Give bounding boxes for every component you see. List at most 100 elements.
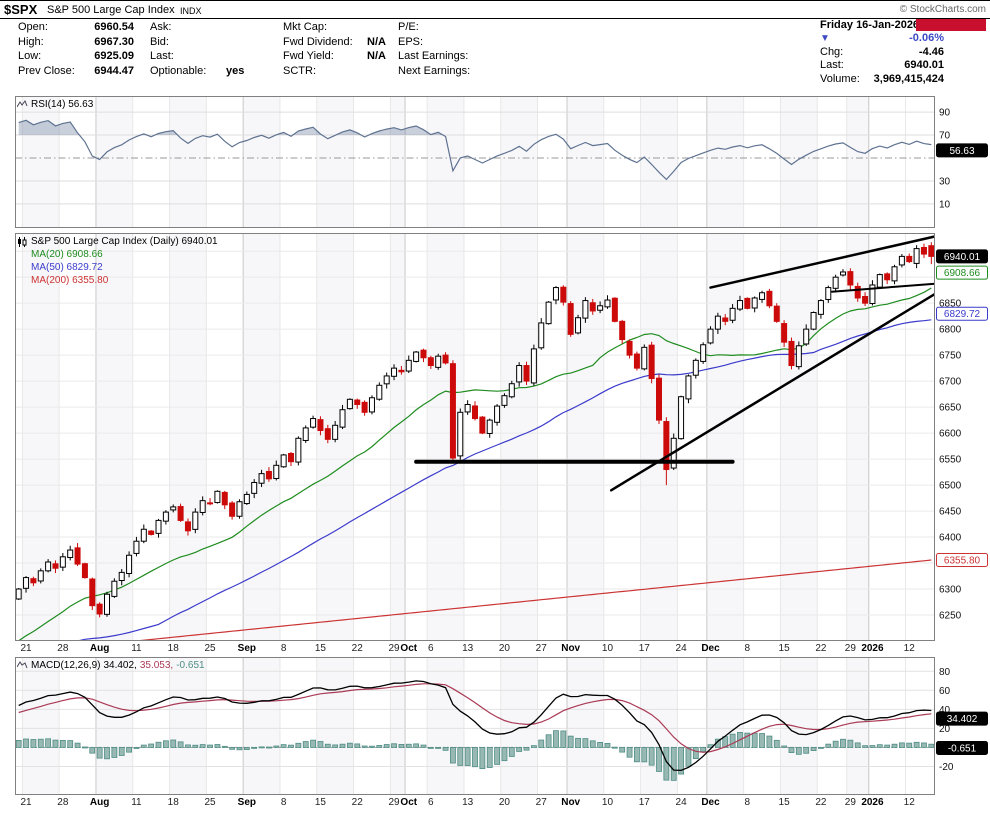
quote-column-ohlc: Open: 6960.54 High: 6967.30 Low: 6925.09 Pr…	[18, 20, 134, 78]
x-axis-label: 17	[638, 797, 650, 808]
macd-histogram	[15, 730, 935, 781]
x-axis-label: 18	[167, 643, 179, 654]
quote-label: Next Earnings:	[398, 64, 471, 77]
svg-text:56.63: 56.63	[949, 146, 974, 157]
x-axis-label: 15	[314, 797, 326, 808]
macd-hist-value: -0.651	[176, 660, 205, 671]
svg-text:6940.01: 6940.01	[944, 252, 981, 263]
quote-label: Last Earnings:	[398, 50, 469, 62]
indicator-icon	[17, 661, 28, 670]
x-axis-label: 28	[57, 797, 69, 808]
quote-column-bidask: Ask: Bid: Last: Optionable: yes	[150, 20, 244, 78]
x-axis-label: 17	[638, 643, 650, 654]
index-name: S&P 500 Large Cap Index	[47, 4, 175, 16]
price-legend-title: S&P 500 Large Cap Index (Daily) 6940.01	[31, 236, 218, 247]
quote-value: N/A	[367, 35, 386, 48]
quote-column-earnings: P/E: EPS: Last Earnings: Next Earnings:	[398, 20, 484, 78]
price-legend: S&P 500 Large Cap Index (Daily) 6940.01 …	[17, 235, 218, 287]
x-axis-label: 22	[351, 797, 363, 808]
percent-change: -0.06%	[909, 32, 944, 44]
macd-panel: 80 60 40 20 -20 34.402 -0.651 MACD(12,26,9) 34…	[0, 657, 990, 795]
quote-label: P/E:	[398, 21, 419, 33]
x-axis-label: Sep	[237, 643, 256, 654]
quote-value: 6967.30	[94, 35, 134, 48]
x-axis-labels-bottom: 21 28 Aug 11 18 25 Sep 8 15 22 29 Oct 6 13 20 27 Nov 10 17…	[0, 797, 990, 811]
x-axis-label: 15	[778, 643, 790, 654]
svg-text:6250: 6250	[939, 611, 962, 622]
quote-label: Fwd Dividend:	[283, 35, 353, 48]
svg-text:80: 80	[939, 667, 951, 678]
quote-label: Optionable:	[150, 64, 207, 77]
x-axis-label: 28	[57, 643, 69, 654]
copyright: © StockCharts.com	[899, 4, 986, 15]
x-axis-label: 21	[20, 797, 32, 808]
x-axis-label: 10	[601, 643, 614, 654]
x-axis-label: Oct	[400, 797, 418, 808]
x-axis-label: 12	[903, 643, 915, 654]
quote-label: Mkt Cap:	[283, 21, 328, 33]
quote-label: Fwd Yield:	[283, 50, 334, 62]
x-axis-label: Nov	[561, 643, 581, 654]
volume-value: 3,969,415,424	[873, 72, 944, 85]
x-axis-label: Oct	[400, 643, 418, 654]
macd-legend: MACD(12,26,9) 34.402, 35.053, -0.651	[17, 659, 205, 672]
ma20-legend: MA(20) 6908.66	[31, 249, 103, 260]
quote-label: SCTR:	[283, 64, 316, 77]
x-axis-label: 15	[314, 643, 326, 654]
svg-text:6750: 6750	[939, 351, 962, 362]
down-triangle-icon: ▼	[820, 33, 830, 44]
x-axis-labels-top: 21 28 Aug 11 18 25 Sep 8 15 22 29 Oct 6 13 20 27 Nov 10 17…	[0, 643, 990, 657]
x-axis-label: 20	[498, 643, 510, 654]
x-axis-label: Sep	[237, 797, 256, 808]
quote-summary: Friday 16-Jan-2026 ▼ -0.06% Chg: -4.46 Las…	[820, 18, 988, 86]
macd-line-value: 34.402,	[103, 660, 137, 671]
x-axis-label: 29	[388, 797, 400, 808]
svg-text:6300: 6300	[939, 585, 962, 596]
x-axis-label: 6	[428, 797, 434, 808]
symbol: $SPX	[4, 2, 38, 17]
x-axis-label: 11	[131, 797, 142, 808]
candlestick-icon	[17, 236, 28, 247]
x-axis-label: 11	[131, 643, 142, 654]
x-axis-label: 24	[675, 643, 687, 654]
quote-label: Open:	[18, 21, 48, 33]
last-value: 6940.01	[904, 59, 944, 71]
quote-label: Low:	[18, 50, 42, 62]
x-axis-label: 22	[815, 797, 827, 808]
quote-value: yes	[226, 64, 245, 77]
ma200-legend: MA(200) 6355.80	[31, 275, 109, 286]
quote-value: 6925.09	[94, 50, 134, 62]
x-axis-label: 13	[462, 643, 474, 654]
chart-header: $SPX S&P 500 Large Cap Index INDX © Stoc…	[0, 0, 990, 19]
x-axis-label: 13	[462, 797, 474, 808]
rsi-panel: 90 70 30 10 56.63 RSI(14) 56.63	[0, 96, 990, 228]
x-axis-label: 25	[204, 643, 216, 654]
rsi-chart: 90 70 30 10 56.63	[15, 96, 988, 228]
last-label: Last:	[820, 59, 844, 71]
svg-text:34.402: 34.402	[947, 714, 978, 725]
svg-text:6355.80: 6355.80	[944, 556, 981, 567]
x-axis-label: 22	[351, 643, 363, 654]
price-chart: 6850 6800 6750 6700 6650 6600 6550 6500 6450 6400…	[15, 233, 988, 641]
rsi-legend-label: RSI(14) 56.63	[31, 99, 94, 110]
x-axis-label: 8	[280, 797, 287, 808]
quote-label: High:	[18, 35, 44, 48]
quote-value: 6960.54	[94, 21, 134, 33]
x-axis-label: 29	[844, 797, 856, 808]
x-axis-label: Aug	[89, 797, 110, 808]
x-axis-label: 8	[280, 643, 287, 654]
x-axis-label: 24	[675, 797, 687, 808]
svg-text:10: 10	[939, 199, 951, 210]
x-axis-label: 29	[388, 643, 400, 654]
x-axis-label: 6	[428, 643, 434, 654]
macd-chart: 80 60 40 20 -20 34.402 -0.651	[15, 657, 988, 795]
x-axis-label: 8	[744, 643, 751, 654]
x-axis-label: 29	[844, 643, 856, 654]
x-axis-label: 8	[744, 797, 751, 808]
price-panel: 6850 6800 6750 6700 6650 6600 6550 6500 6450 6400…	[0, 233, 990, 641]
change-label: Chg:	[820, 45, 844, 58]
quote-column-fundamentals: Mkt Cap: Fwd Dividend: N/A Fwd Yield: N/A …	[283, 20, 386, 78]
quote-label: Ask:	[150, 21, 172, 33]
red-banner	[916, 19, 986, 31]
